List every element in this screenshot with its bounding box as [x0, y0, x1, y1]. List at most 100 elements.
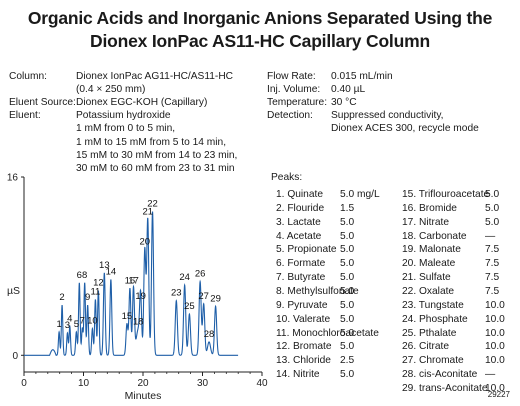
x-tick-label: 40	[256, 378, 268, 389]
peak-name: 29. trans-Aconitate	[402, 382, 488, 394]
peak-concentration: 5.0 mg/L	[340, 189, 380, 200]
peak-concentration: —	[485, 369, 496, 381]
condition-value: Potassium hydroxide	[76, 110, 171, 122]
condition-label: Inj. Volume:	[267, 84, 321, 96]
peak-concentration: 10.0	[485, 382, 505, 394]
peak-name: 24. Phosphate	[402, 313, 468, 325]
peak-label: 21	[142, 206, 153, 217]
peak-name: 22. Oxalate	[402, 285, 455, 297]
peak-name: 9. Pyruvate	[276, 299, 328, 311]
peak-concentration: 5.0	[340, 230, 355, 242]
chart-title-line-1: Organic Acids and Inorganic Anions Separ…	[27, 8, 493, 28]
x-tick-label: 20	[137, 378, 149, 389]
peak-name: 25. Pthalate	[402, 327, 457, 339]
condition-value: 0.015 mL/min	[331, 71, 393, 82]
peak-label: 27	[198, 291, 209, 302]
peak-name: 20. Maleate	[402, 258, 456, 270]
peak-name: 7. Butyrate	[276, 272, 326, 284]
peak-label: 6	[77, 270, 82, 281]
chart-title-line-2: Dionex IonPac AS11-HC Capillary Column	[90, 31, 430, 51]
peak-name: 18. Carbonate	[402, 230, 467, 242]
condition-value: 30 mM to 60 mM from 23 to 31 min	[76, 162, 235, 174]
peak-name: 15. Triflouroacetate	[402, 189, 490, 200]
peak-label: 23	[171, 288, 182, 299]
condition-value: 0.40 µL	[331, 84, 366, 96]
peak-label: 3	[65, 320, 70, 331]
x-axis-title: Minutes	[125, 390, 162, 402]
condition-value: 1 mM from 0 to 5 min,	[76, 123, 176, 135]
peak-label: 24	[179, 272, 190, 283]
y-tick-label: 0	[12, 351, 18, 362]
peak-concentration: 5.0	[340, 327, 355, 339]
peak-label: 9	[85, 292, 90, 303]
peak-label: 14	[106, 267, 117, 278]
conditions-right: Flow Rate: 0.015 mL/min Inj. Volume: 0.40 µ…	[267, 70, 517, 140]
peak-concentration: 7.5	[485, 258, 500, 270]
peak-name: 27. Chromate	[402, 355, 464, 367]
peak-label: 8	[82, 270, 87, 281]
peak-concentration: 5.0	[485, 202, 500, 214]
peak-concentration: 5.0	[485, 216, 500, 228]
peak-name: 14. Nitrite	[276, 369, 320, 381]
condition-label: Column:	[9, 71, 47, 82]
peak-concentration: 5.0	[340, 272, 355, 284]
peaks-header: Peaks:	[271, 172, 303, 183]
condition-label: Eluent Source:	[9, 97, 76, 109]
peak-name: 8. Methylsulfonate	[276, 285, 359, 297]
condition-value: 30 °C	[331, 97, 357, 109]
peak-concentration: 1.5	[340, 202, 355, 214]
peak-concentration: 7.5	[485, 244, 500, 256]
peak-concentration: 7.5	[485, 272, 500, 284]
condition-value: Dionex IonPac AG11-HC/AS11-HC	[76, 71, 234, 82]
peak-label: 17	[128, 275, 139, 286]
peak-name: 11. Monochloroacetate	[276, 327, 379, 339]
peak-label: 7	[80, 316, 85, 327]
peak-name: 21. Sulfate	[402, 272, 451, 284]
peak-label: 20	[139, 236, 150, 247]
peak-concentration: —	[485, 230, 496, 242]
peak-label: 25	[184, 301, 195, 312]
peak-label: 18	[133, 317, 144, 328]
peak-label: 28	[204, 329, 215, 340]
peak-name: 5. Propionate	[276, 244, 337, 256]
peak-concentration: 10.0	[485, 313, 505, 325]
condition-value: Dionex EGC-KOH (Capillary)	[76, 97, 208, 109]
condition-value: Dionex ACES 300, recycle mode	[331, 123, 479, 135]
peak-concentration: 5.0	[340, 216, 355, 228]
peak-label: 12	[93, 278, 104, 289]
peak-name: 10. Valerate	[276, 313, 331, 325]
peak-name: 26. Citrate	[402, 341, 449, 353]
peak-label: 22	[147, 199, 158, 210]
peak-concentration: 2.5	[340, 355, 355, 367]
condition-label: Flow Rate:	[267, 71, 316, 82]
peak-label: 5	[74, 319, 79, 330]
peak-label: 11	[90, 287, 100, 298]
peak-concentration: 5.0	[340, 244, 355, 256]
y-axis-title: µS	[7, 285, 20, 297]
peak-label: 29	[210, 293, 221, 304]
peak-label: 10	[87, 316, 98, 327]
peak-concentration: 5.0	[340, 369, 355, 381]
peak-concentration: 5.0	[340, 258, 355, 270]
peak-name: 13. Chloride	[276, 355, 331, 367]
condition-value: (0.4 × 250 mm)	[76, 84, 146, 96]
peak-label: 2	[59, 292, 64, 303]
peak-concentration: 10.0	[485, 355, 505, 367]
peak-label: 26	[195, 269, 206, 280]
peak-name: 23. Tungstate	[402, 299, 464, 311]
peak-name: 4. Acetate	[276, 230, 322, 242]
peak-concentration: 5.0	[340, 313, 355, 325]
peak-name: 28. cis-Aconitate	[402, 369, 478, 381]
peak-name: 2. Flouride	[276, 202, 325, 214]
peak-label: 16	[125, 275, 136, 286]
peak-name: 1. Quinate	[276, 189, 324, 200]
peak-concentration: 5.0	[340, 285, 355, 297]
peak-name: 3. Lactate	[276, 216, 321, 228]
condition-value: Suppressed conductivity,	[331, 110, 444, 122]
peak-concentration: 10.0	[485, 299, 505, 311]
y-tick-label: 16	[7, 173, 19, 184]
condition-label: Temperature:	[267, 97, 328, 109]
peak-name: 17. Nitrate	[402, 216, 449, 228]
figure-id: 29227	[487, 390, 510, 399]
